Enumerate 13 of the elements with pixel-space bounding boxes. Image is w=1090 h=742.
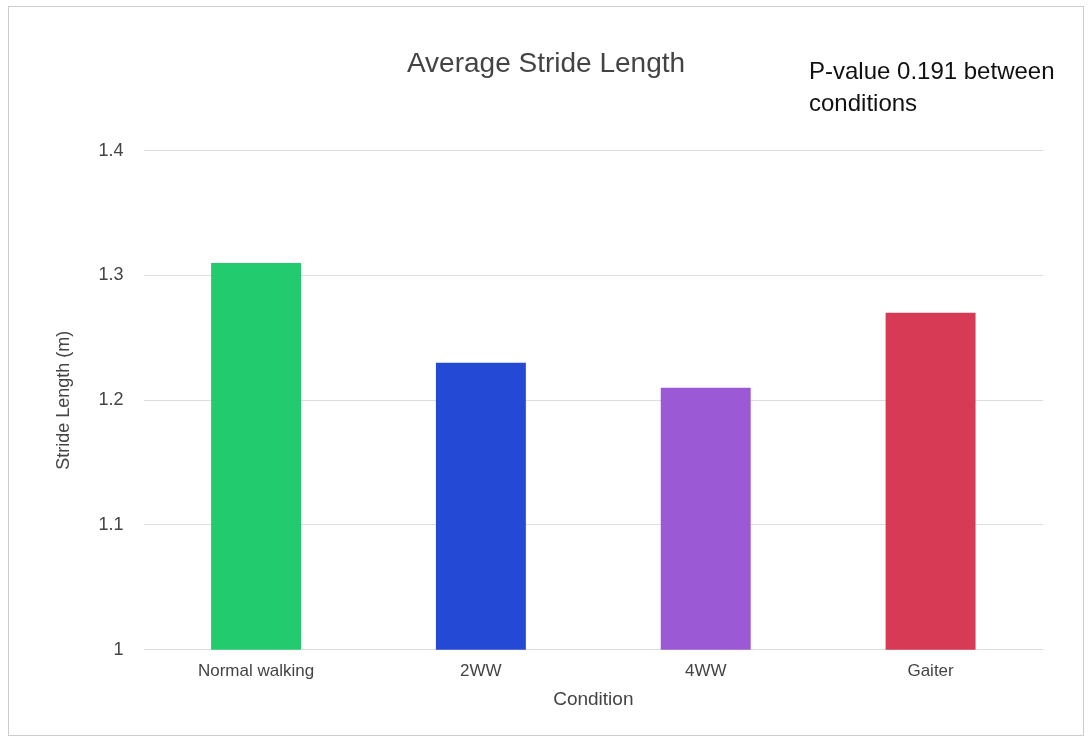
x-tick-label: 2WW — [460, 660, 502, 680]
y-axis-title: Stride Length (m) — [52, 330, 73, 470]
y-tick-label: 1 — [113, 638, 124, 659]
x-tick-label: 4WW — [684, 660, 727, 680]
text: P-value 0.191 between conditions — [809, 56, 1056, 118]
x-tick-label: Gaiter — [907, 660, 955, 680]
x-axis-title: Condition — [553, 687, 634, 709]
y-tick-label: 1.3 — [98, 264, 124, 285]
chart-title: Average Stride Length — [406, 46, 686, 78]
y-tick-label: 1.1 — [98, 513, 124, 534]
y-tick-label: 1.2 — [98, 389, 124, 410]
x-tick-label: Normal walking — [197, 660, 315, 680]
y-tick-label: 1.4 — [98, 139, 124, 160]
